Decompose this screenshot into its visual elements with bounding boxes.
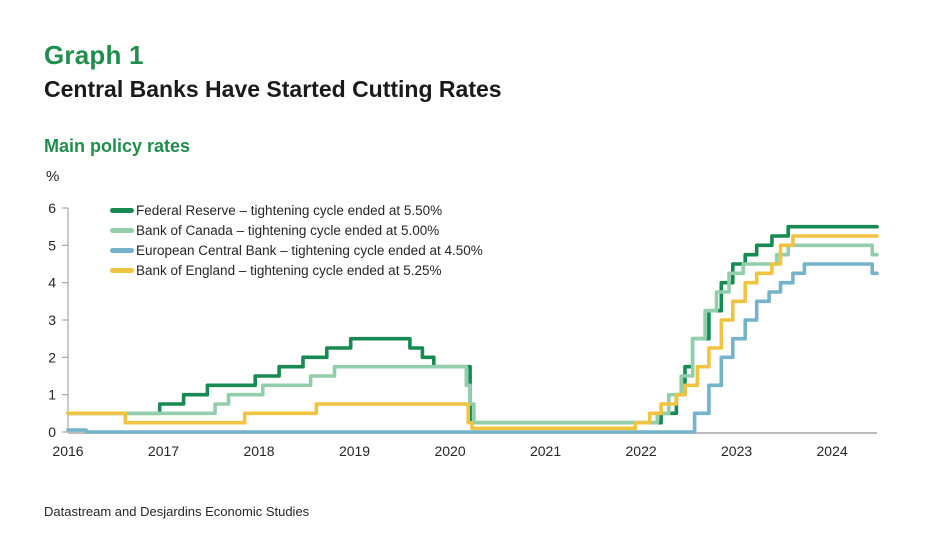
page-title: Central Banks Have Started Cutting Rates <box>44 76 502 102</box>
y-tick-label: 6 <box>48 200 56 216</box>
legend-swatch-icon <box>110 267 134 273</box>
x-tick-label: 2024 <box>817 443 848 459</box>
x-tick-label: 2018 <box>243 443 274 459</box>
chart-legend: Federal Reserve – tightening cycle ended… <box>110 200 483 280</box>
legend-label: European Central Bank – tightening cycle… <box>136 242 483 258</box>
legend-label: Federal Reserve – tightening cycle ended… <box>136 202 443 218</box>
legend-item-european-central-bank: European Central Bank – tightening cycle… <box>110 240 483 260</box>
x-tick-label: 2020 <box>434 443 465 459</box>
legend-label: Bank of Canada – tightening cycle ended … <box>136 222 440 238</box>
series-line-bank-of-england <box>66 234 879 431</box>
legend-swatch-icon <box>110 207 134 213</box>
x-tick-label: 2022 <box>626 443 657 459</box>
legend-swatch-icon <box>110 227 134 233</box>
x-tick-label: 2016 <box>52 443 83 459</box>
series-line-european-central-bank <box>66 262 879 434</box>
x-tick-label: 2023 <box>721 443 752 459</box>
y-tick-label: 3 <box>48 312 56 328</box>
legend-item-bank-of-canada: Bank of Canada – tightening cycle ended … <box>110 220 483 240</box>
legend-swatch-icon <box>110 247 134 253</box>
x-tick-label: 2017 <box>148 443 179 459</box>
y-tick-label: 2 <box>48 349 56 365</box>
x-tick-label: 2021 <box>530 443 561 459</box>
source-note: Datastream and Desjardins Economic Studi… <box>44 504 310 519</box>
chart-subtitle: Main policy rates <box>44 136 191 156</box>
x-tick-label: 2019 <box>339 443 370 459</box>
graph-label: Graph 1 <box>44 40 144 70</box>
legend-item-federal-reserve: Federal Reserve – tightening cycle ended… <box>110 200 483 220</box>
y-tick-label: 0 <box>48 424 56 440</box>
y-axis-unit-label: % <box>46 168 60 185</box>
y-tick-label: 4 <box>48 275 56 291</box>
y-tick-label: 1 <box>48 387 56 403</box>
y-tick-label: 5 <box>48 237 56 253</box>
legend-label: Bank of England – tightening cycle ended… <box>136 262 442 278</box>
legend-item-bank-of-england: Bank of England – tightening cycle ended… <box>110 260 483 280</box>
